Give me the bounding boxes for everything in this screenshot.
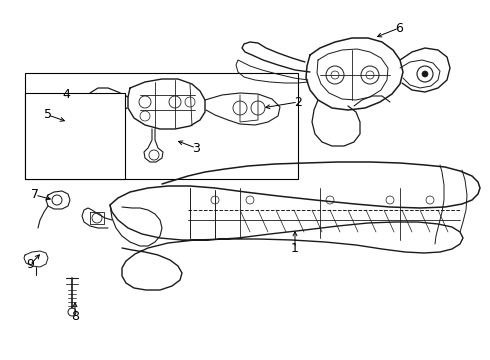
- Text: 5: 5: [44, 108, 52, 122]
- Text: 8: 8: [71, 310, 79, 324]
- Bar: [25, 93, 125, 179]
- Text: 2: 2: [294, 95, 302, 108]
- Text: 9: 9: [26, 258, 34, 271]
- Text: 3: 3: [192, 141, 200, 154]
- Circle shape: [422, 71, 428, 77]
- Text: 1: 1: [291, 242, 299, 255]
- Text: 4: 4: [62, 89, 70, 102]
- Text: 7: 7: [31, 189, 39, 202]
- Text: 6: 6: [395, 22, 403, 35]
- Circle shape: [64, 113, 68, 117]
- Bar: [25, 73, 298, 179]
